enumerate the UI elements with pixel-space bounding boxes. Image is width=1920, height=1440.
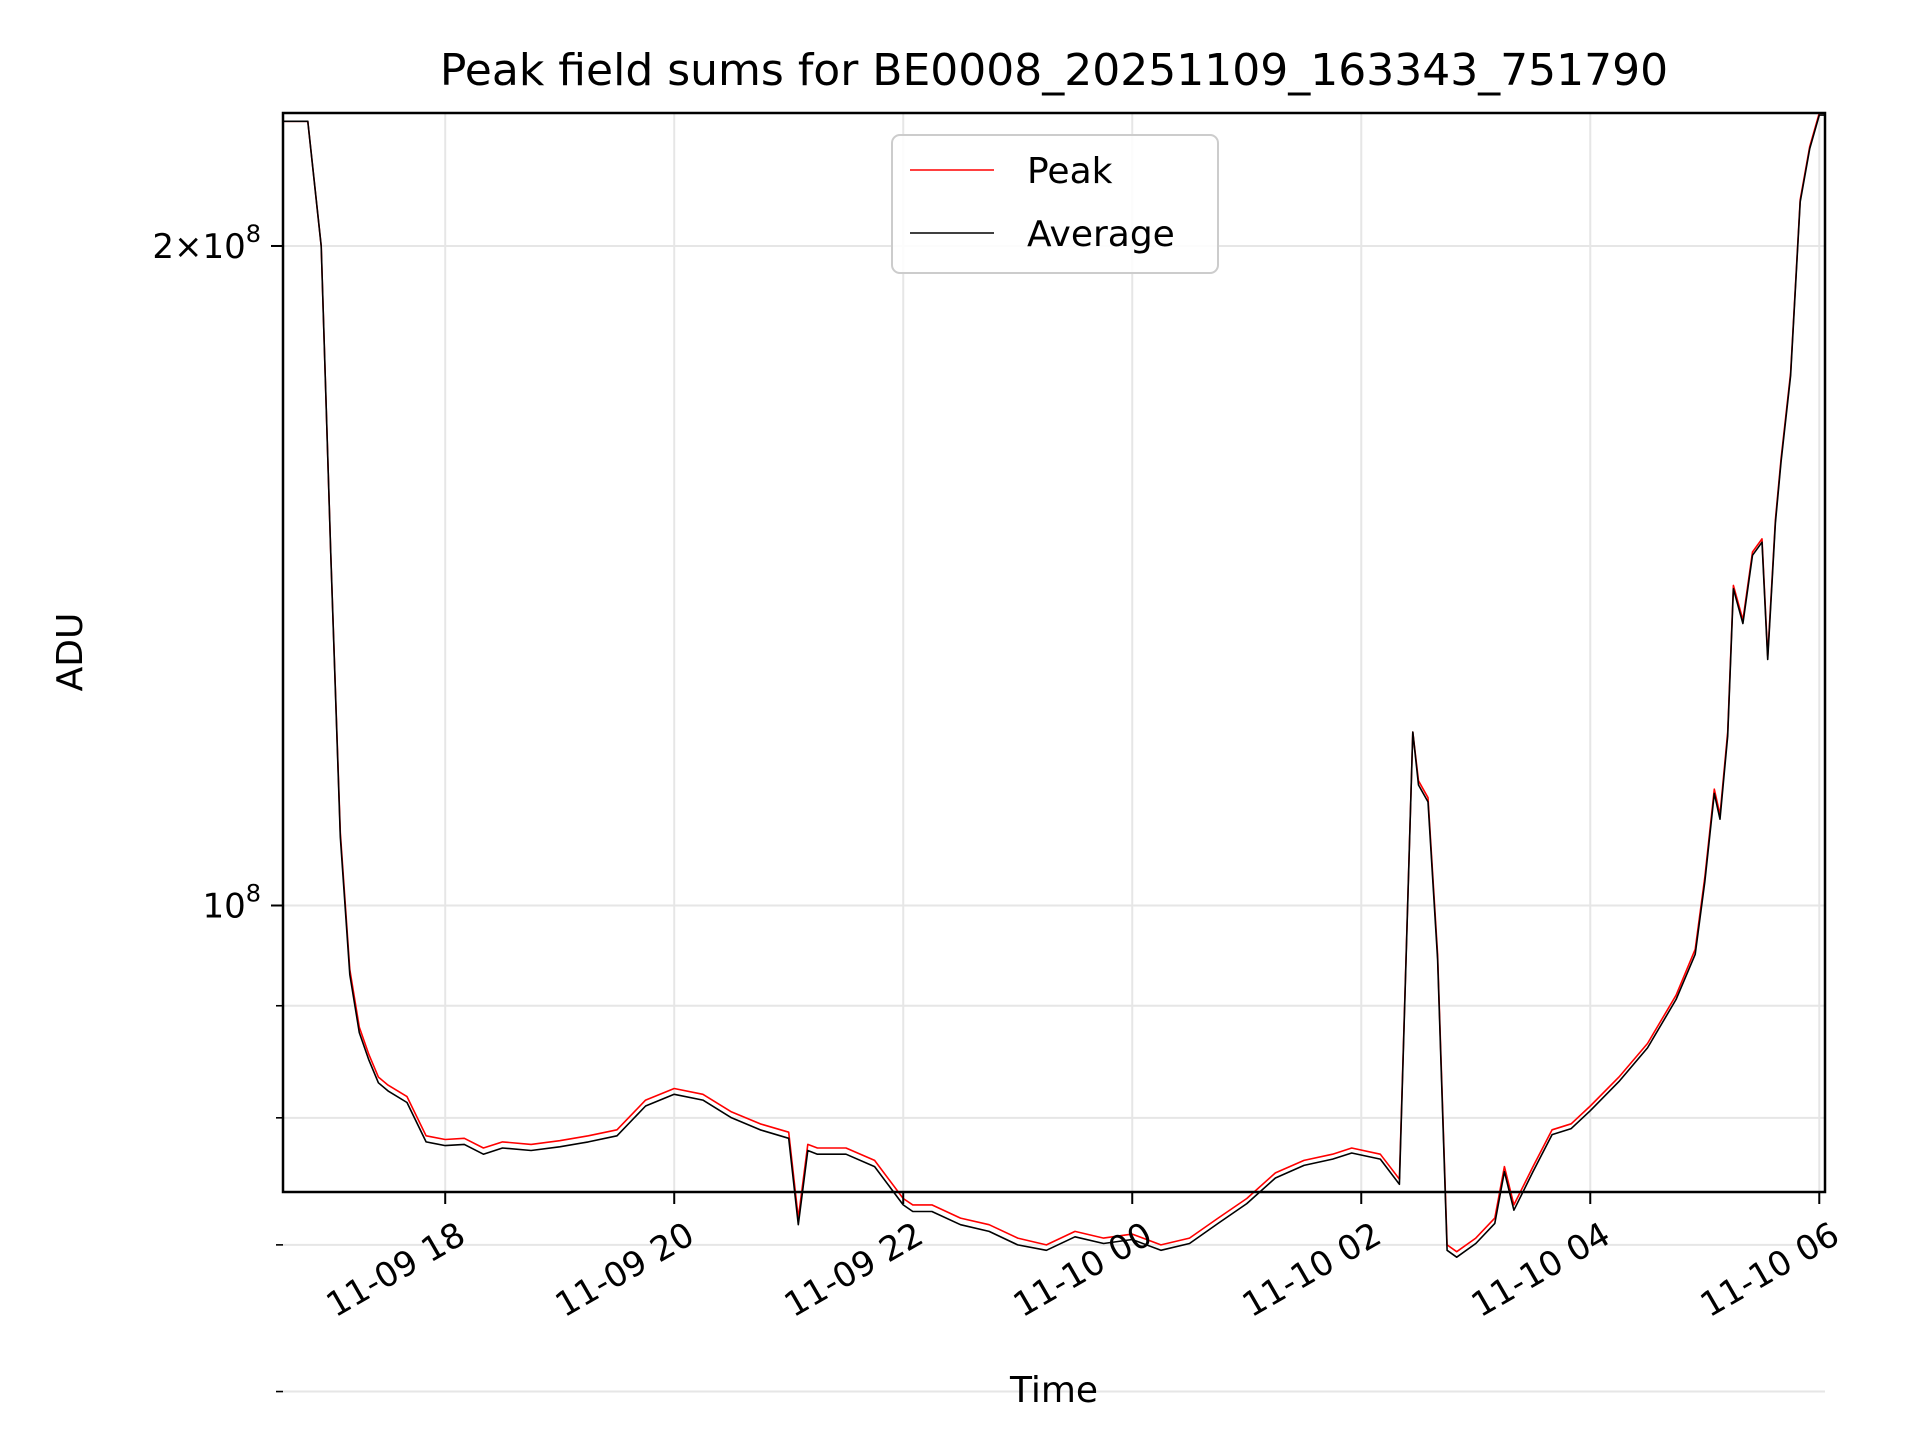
series-line-average (283, 114, 1825, 1258)
axes-frame (281, 111, 1827, 1194)
y-tick-label: 108 (202, 880, 261, 927)
y-axis-label: ADU (50, 613, 91, 692)
x-axis-label: Time (1009, 1370, 1098, 1411)
series-layer (283, 112, 1825, 1258)
legend-label-average: Average (1027, 214, 1175, 255)
y-tick-label: 2×108 (152, 220, 261, 267)
y-tick-exponent: 8 (246, 880, 261, 908)
y-tick-exponent: 8 (246, 220, 261, 248)
chart-title: Peak field sums for BE0008_20251109_1633… (440, 45, 1668, 96)
grid-layer (283, 113, 1825, 1393)
y-tick-base: 10 (202, 887, 245, 927)
y-tick-base: 2×10 (152, 227, 245, 267)
series-line-peak (283, 112, 1825, 1253)
legend-label-peak: Peak (1027, 151, 1113, 192)
legend: Peak Average (891, 134, 1219, 274)
